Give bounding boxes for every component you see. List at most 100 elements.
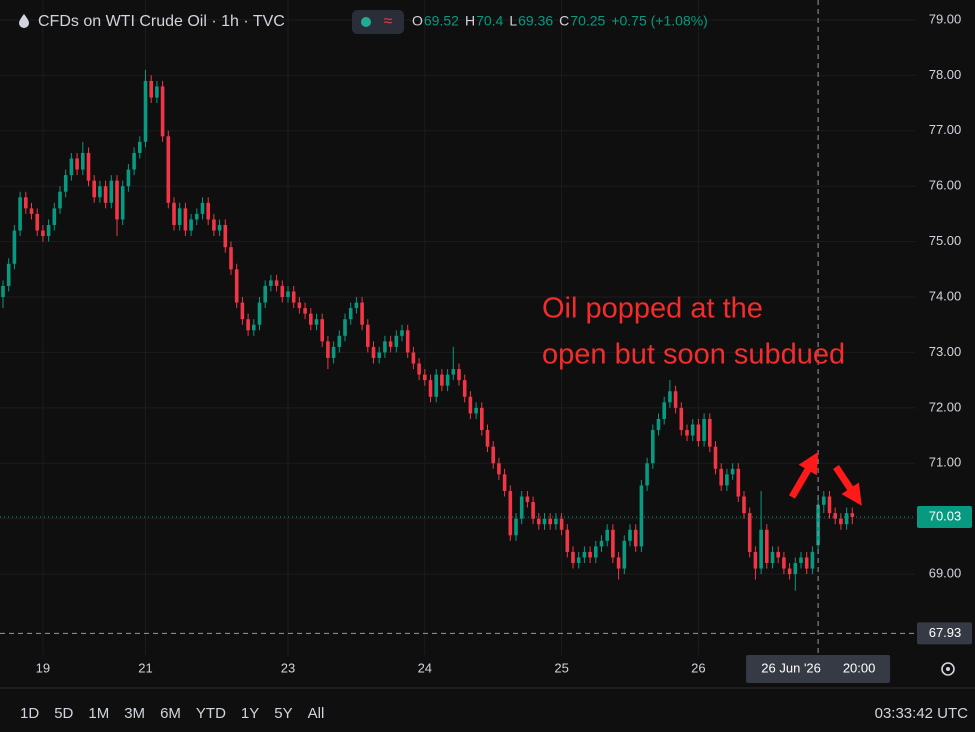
timeframe-button[interactable]: 1D: [20, 705, 39, 722]
candle-body: [776, 551, 780, 558]
timeframe-button[interactable]: 1Y: [241, 705, 259, 722]
candle-body: [291, 291, 296, 303]
candle-body: [457, 369, 461, 381]
candle-body: [673, 391, 678, 408]
candle-body: [155, 86, 159, 98]
candle-body: [297, 302, 302, 309]
timeframe-button[interactable]: 5D: [54, 705, 73, 722]
candle-body: [702, 418, 706, 442]
candle-body: [138, 141, 142, 153]
candle-body: [708, 418, 712, 447]
ohlc-key: H: [465, 13, 475, 29]
timeframe-button[interactable]: 3M: [124, 705, 145, 722]
candle-body: [354, 302, 359, 309]
candle-body: [588, 551, 592, 558]
candle-body: [559, 518, 564, 530]
settings-icon-center: [946, 667, 950, 671]
candle-body: [63, 175, 68, 192]
candle-body: [360, 302, 364, 325]
ohlc-key: C: [559, 13, 569, 29]
ohlc-value: 70.25: [570, 13, 605, 29]
candle-body: [736, 468, 741, 497]
candle-body: [1, 285, 5, 298]
candle-body: [217, 224, 222, 231]
candle-body: [445, 374, 450, 386]
candle-body: [69, 158, 74, 176]
candle-body: [18, 197, 22, 231]
symbol-title[interactable]: CFDs on WTI Crude Oil · 1h · TVC: [38, 13, 285, 30]
candle-body: [770, 551, 775, 564]
candle-body: [462, 380, 467, 397]
crosshair-date: 26 Jun '26: [761, 660, 821, 675]
candle-body: [502, 474, 507, 491]
candle-body: [417, 363, 421, 375]
crosshair-price-box: [917, 622, 972, 645]
timeframe-button[interactable]: 6M: [160, 705, 181, 722]
candle-body: [195, 213, 199, 220]
candle-body: [92, 180, 96, 198]
candle-body: [616, 557, 621, 569]
candle-body: [525, 496, 530, 503]
candle-body: [497, 463, 501, 475]
candle-body: [850, 513, 855, 518]
candle-body: [440, 374, 444, 386]
candle-body: [679, 407, 684, 431]
candle-body: [622, 540, 627, 569]
y-tick-label: 72.00: [929, 399, 962, 414]
candle-body: [35, 213, 39, 231]
annotation: open but soon subdued: [542, 339, 845, 371]
timeframe-button[interactable]: 5Y: [274, 705, 292, 722]
candle-body: [468, 396, 473, 414]
candle-body: [200, 202, 205, 214]
timeframe-button[interactable]: All: [308, 705, 325, 722]
candle-body: [303, 308, 307, 314]
last-price-label: 70.03: [929, 508, 962, 523]
candle-body: [668, 391, 672, 403]
candle-body: [753, 551, 758, 569]
y-tick-label: 73.00: [929, 344, 962, 359]
candle-body: [491, 446, 495, 464]
market-open-dot: [361, 17, 371, 27]
timeframe-button[interactable]: 1M: [88, 705, 109, 722]
candle-body: [844, 513, 849, 525]
candle-body: [423, 374, 427, 381]
candle-body: [149, 80, 153, 98]
candle-body: [548, 518, 552, 525]
candle-body: [451, 369, 456, 375]
candle-body: [765, 529, 769, 564]
candle-body: [75, 158, 79, 170]
timeframe-button[interactable]: YTD: [196, 705, 226, 722]
candle-body: [822, 496, 826, 505]
candle-body: [160, 86, 165, 137]
candle-body: [474, 407, 478, 414]
toolbar: 1D 5D 1M 3M 6M YTD 1Y 5Y All: [20, 705, 324, 722]
y-tick-label: 75.00: [929, 233, 962, 248]
candle-body: [827, 496, 832, 514]
candle-body: [98, 186, 102, 198]
candle-body: [269, 280, 273, 286]
candle-body: [240, 302, 245, 320]
candle-body: [759, 529, 763, 569]
candle-body: [29, 208, 34, 214]
candle-body: [331, 346, 336, 358]
candle-body: [6, 263, 11, 286]
candle-body: [519, 496, 524, 519]
y-tick-label: 74.00: [929, 288, 962, 303]
candle-body: [605, 529, 609, 541]
candle-body: [348, 308, 353, 320]
candle-body: [46, 224, 51, 237]
candle-body: [400, 330, 404, 336]
candle-body: [571, 551, 575, 564]
status-badge[interactable]: [352, 10, 404, 34]
settings-icon[interactable]: [941, 662, 955, 676]
candle-body: [639, 485, 644, 547]
candle-body: [480, 407, 484, 431]
candle-body: [742, 496, 746, 514]
candle-body: [223, 224, 228, 248]
candle-body: [531, 502, 535, 519]
candle-body: [633, 529, 638, 547]
candle-body: [651, 430, 655, 464]
y-tick-label: 71.00: [929, 455, 962, 470]
candle-body: [411, 352, 416, 364]
candle-body: [810, 551, 815, 569]
